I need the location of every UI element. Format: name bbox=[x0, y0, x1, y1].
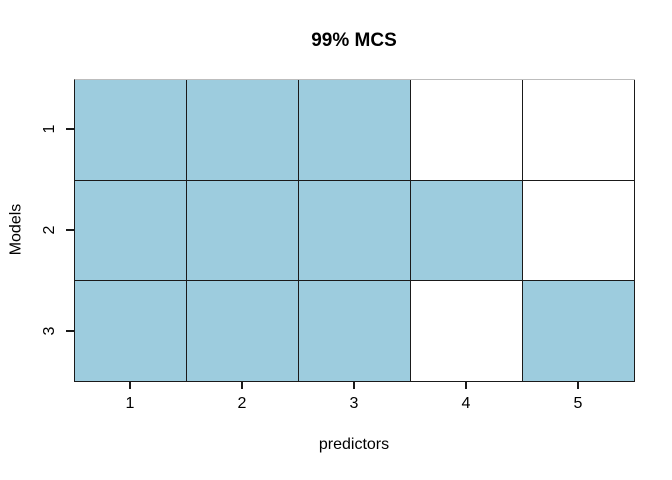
x-tick-mark-4 bbox=[465, 381, 467, 389]
y-tick-label-1: 1 bbox=[41, 124, 58, 134]
y-tick-mark-2 bbox=[66, 229, 74, 231]
heatmap-cell-model2-pred2 bbox=[187, 180, 299, 282]
heatmap-cell-model1-pred2 bbox=[187, 80, 299, 181]
y-tick-mark-1 bbox=[66, 128, 74, 131]
heatmap-cell-model1-pred3 bbox=[299, 80, 411, 181]
heatmap-cell-model3-pred1 bbox=[75, 281, 187, 382]
heatmap-cell-model1-pred5 bbox=[523, 80, 635, 181]
y-tick-label-2: 2 bbox=[41, 225, 58, 235]
x-tick-label-3: 3 bbox=[349, 395, 359, 412]
y-tick-mark-3 bbox=[66, 329, 74, 332]
heatmap-cell-model3-pred4 bbox=[411, 281, 523, 382]
heatmap-cell-model3-pred2 bbox=[187, 281, 299, 382]
x-tick-label-5: 5 bbox=[573, 395, 583, 412]
heatmap-cell-model2-pred3 bbox=[299, 180, 411, 282]
x-tick-label-2: 2 bbox=[237, 395, 247, 412]
x-tick-mark-1 bbox=[129, 381, 131, 389]
heatmap-cell-model1-pred4 bbox=[411, 80, 523, 181]
heatmap-cell-model3-pred3 bbox=[299, 281, 411, 382]
plot-title: 99% MCS bbox=[311, 30, 397, 51]
y-axis-label: Models bbox=[7, 203, 25, 256]
x-tick-label-1: 1 bbox=[125, 395, 135, 412]
heatmap-cell-model2-pred4 bbox=[411, 180, 523, 282]
x-tick-mark-3 bbox=[353, 381, 355, 389]
heatmap-cell-model2-pred1 bbox=[75, 180, 187, 282]
x-tick-mark-2 bbox=[241, 381, 243, 389]
y-tick-label-3: 3 bbox=[41, 326, 58, 336]
heatmap-cell-model2-pred5 bbox=[523, 180, 635, 282]
heatmap-grid bbox=[74, 79, 635, 382]
x-axis-label: predictors bbox=[318, 436, 390, 453]
heatmap-cell-model3-pred5 bbox=[523, 281, 635, 382]
x-tick-mark-5 bbox=[577, 381, 579, 389]
heatmap-cell-model1-pred1 bbox=[75, 80, 187, 181]
x-tick-label-4: 4 bbox=[461, 395, 471, 412]
